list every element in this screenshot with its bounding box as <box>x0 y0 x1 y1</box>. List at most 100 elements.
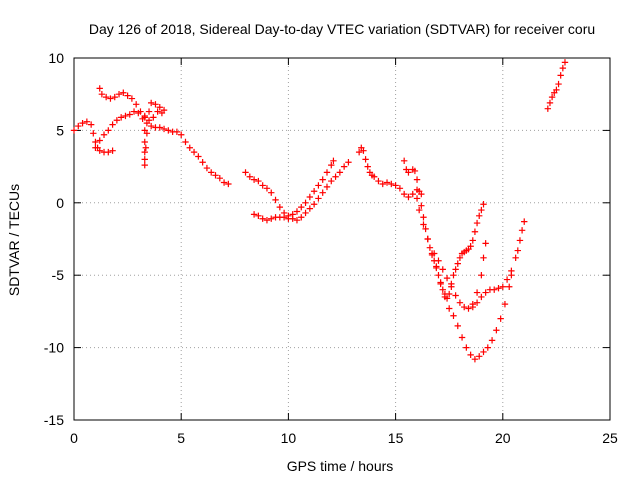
data-point <box>506 283 513 290</box>
data-point <box>469 303 476 311</box>
data-point <box>250 211 258 218</box>
data-point <box>454 260 461 267</box>
data-point <box>454 322 461 330</box>
data-point <box>128 95 136 102</box>
data-point <box>96 137 103 144</box>
data-point <box>302 199 309 206</box>
data-point <box>310 201 318 208</box>
data-point <box>521 218 528 225</box>
data-point <box>456 254 464 262</box>
data-point <box>415 188 423 195</box>
data-point <box>263 185 271 192</box>
data-point <box>319 176 326 183</box>
data-point <box>160 125 168 133</box>
data-point <box>482 289 489 296</box>
data-point <box>105 127 112 134</box>
data-point <box>319 189 326 196</box>
data-point <box>92 144 99 151</box>
data-point <box>458 334 466 341</box>
data-point <box>443 274 451 282</box>
data-point <box>452 266 459 273</box>
series-track-4 <box>141 99 168 169</box>
data-point <box>420 214 427 221</box>
data-point <box>503 276 511 283</box>
data-point <box>415 206 423 214</box>
data-point <box>83 118 91 125</box>
y-tick-label: 10 <box>48 50 64 66</box>
x-tick-label: 10 <box>281 430 297 446</box>
x-tick-label: 25 <box>602 430 618 446</box>
data-point <box>109 121 116 128</box>
data-point <box>135 109 142 117</box>
data-point <box>422 225 429 233</box>
data-point <box>461 303 468 311</box>
data-point <box>491 286 498 293</box>
series-track-7 <box>355 144 425 201</box>
y-tick-label: -10 <box>44 340 64 356</box>
data-point <box>143 119 151 127</box>
data-point <box>293 208 301 215</box>
data-point <box>465 305 472 312</box>
data-point <box>501 300 509 308</box>
data-point <box>559 64 567 72</box>
data-point <box>456 299 464 306</box>
data-point <box>420 221 427 228</box>
data-point <box>79 119 86 127</box>
data-point <box>306 193 314 201</box>
data-point <box>413 195 421 202</box>
series-track-11 <box>469 218 528 311</box>
chart-title: Day 126 of 2018, Sidereal Day-to-day VTE… <box>89 21 595 37</box>
data-point <box>467 351 474 359</box>
data-point <box>328 177 335 185</box>
data-point <box>480 254 487 262</box>
data-point <box>310 188 318 195</box>
data-point <box>473 299 481 306</box>
data-point <box>435 257 442 264</box>
data-point <box>555 80 562 88</box>
data-point <box>482 240 489 247</box>
data-point <box>463 344 470 351</box>
y-tick-label: 0 <box>56 195 64 211</box>
data-point <box>360 147 367 154</box>
data-point <box>364 163 371 170</box>
data-point <box>276 203 284 211</box>
data-point <box>473 219 481 227</box>
series-track-3 <box>92 108 232 188</box>
data-point <box>379 180 386 188</box>
data-point <box>298 203 305 211</box>
data-point <box>332 173 339 180</box>
data-point <box>111 93 118 101</box>
y-tick-label: 5 <box>56 122 64 138</box>
data-point <box>546 99 554 107</box>
data-point <box>154 108 161 115</box>
data-point <box>216 174 223 182</box>
data-point <box>495 285 502 292</box>
data-point <box>142 144 150 151</box>
data-point <box>143 130 151 137</box>
data-point <box>480 201 487 208</box>
data-point <box>145 108 153 115</box>
data-point <box>160 106 168 114</box>
series-track-10 <box>430 240 489 312</box>
data-point <box>280 214 288 221</box>
data-point <box>315 182 322 189</box>
data-point <box>298 214 305 221</box>
data-point <box>255 177 262 185</box>
x-tick-label: 0 <box>70 430 78 446</box>
data-point <box>411 167 419 175</box>
data-point <box>268 215 275 222</box>
data-point <box>439 286 446 293</box>
data-point <box>120 89 127 96</box>
data-point <box>493 327 500 334</box>
data-point <box>173 128 181 136</box>
data-point <box>473 289 481 296</box>
data-point <box>130 108 138 115</box>
data-point <box>323 183 331 191</box>
data-point <box>471 355 479 363</box>
data-point <box>437 279 444 286</box>
data-point <box>141 156 148 163</box>
data-point <box>400 157 408 165</box>
data-point <box>497 315 504 322</box>
data-point <box>424 235 431 243</box>
data-point <box>102 93 110 101</box>
